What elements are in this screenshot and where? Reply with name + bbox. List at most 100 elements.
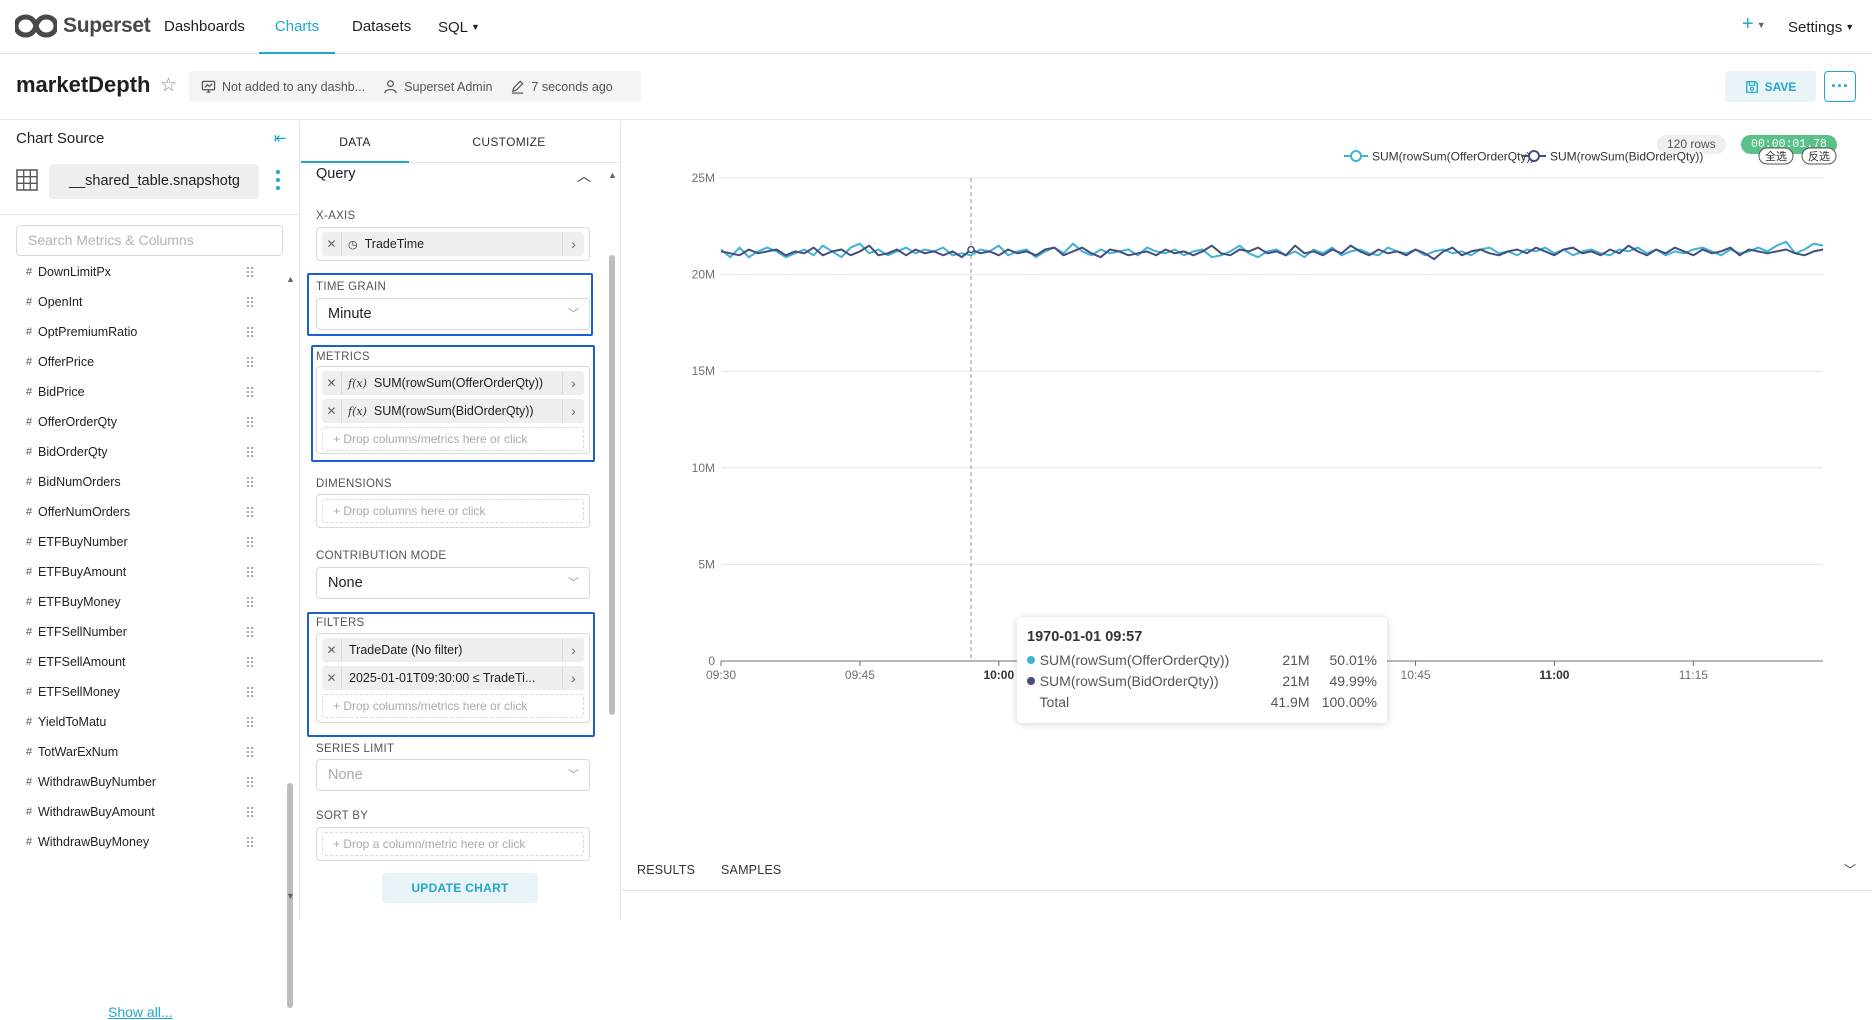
drag-handle-icon[interactable] bbox=[246, 806, 254, 818]
update-chart-button[interactable]: UPDATE CHART bbox=[382, 873, 538, 903]
drag-handle-icon[interactable] bbox=[246, 476, 254, 488]
remove-icon[interactable]: ✕ bbox=[322, 371, 342, 395]
column-item[interactable]: # BidPrice bbox=[16, 377, 266, 407]
scroll-up-icon[interactable]: ▲ bbox=[608, 170, 617, 180]
column-item[interactable]: # BidOrderQty bbox=[16, 437, 266, 467]
legend-marker[interactable] bbox=[1350, 150, 1362, 162]
query-section-title[interactable]: Query bbox=[316, 166, 356, 182]
chevron-right-icon[interactable]: › bbox=[562, 666, 584, 690]
nav-dashboards[interactable]: Dashboards bbox=[164, 18, 245, 35]
column-item[interactable]: # ETFBuyAmount bbox=[16, 557, 266, 587]
column-item[interactable]: # WithdrawBuyNumber bbox=[16, 767, 266, 797]
drag-handle-icon[interactable] bbox=[246, 386, 254, 398]
column-item[interactable]: # ETFBuyMoney bbox=[16, 587, 266, 617]
series-limit-select[interactable]: None ﹀ bbox=[316, 759, 590, 791]
series-line[interactable] bbox=[720, 244, 1824, 261]
remove-icon[interactable]: ✕ bbox=[322, 399, 342, 423]
contribution-mode-select[interactable]: None ﹀ bbox=[316, 567, 590, 599]
tab-samples[interactable]: SAMPLES bbox=[721, 863, 782, 877]
legend-select-all-button[interactable] bbox=[1758, 147, 1794, 165]
column-item[interactable]: # OpenInt bbox=[16, 287, 266, 317]
remove-icon[interactable]: ✕ bbox=[322, 232, 342, 256]
legend-label[interactable]: SUM(rowSum(BidOrderQty)) bbox=[1550, 150, 1703, 164]
drag-handle-icon[interactable] bbox=[246, 686, 254, 698]
legend-label[interactable]: SUM(rowSum(OfferOrderQty)) bbox=[1372, 150, 1534, 164]
favorite-star-icon[interactable]: ☆ bbox=[160, 75, 178, 96]
column-item[interactable]: # ETFSellMoney bbox=[16, 677, 266, 707]
column-item[interactable]: # ETFBuyNumber bbox=[16, 527, 266, 557]
tab-data[interactable]: DATA bbox=[301, 121, 409, 163]
drag-handle-icon[interactable] bbox=[246, 746, 254, 758]
column-item[interactable]: # BidNumOrders bbox=[16, 467, 266, 497]
drag-handle-icon[interactable] bbox=[246, 356, 254, 368]
modified-info[interactable]: 7 seconds ago bbox=[510, 79, 613, 94]
chevron-right-icon[interactable]: › bbox=[562, 232, 584, 256]
drag-handle-icon[interactable] bbox=[246, 716, 254, 728]
legend-marker[interactable] bbox=[1528, 150, 1540, 162]
dataset-name[interactable]: __shared_table.snapshotg bbox=[49, 164, 259, 199]
drag-handle-icon[interactable] bbox=[246, 536, 254, 548]
superset-logo[interactable]: Superset bbox=[15, 11, 151, 41]
drag-handle-icon[interactable] bbox=[246, 326, 254, 338]
chevron-right-icon[interactable]: › bbox=[562, 399, 584, 423]
series-line[interactable] bbox=[720, 240, 1824, 259]
search-metrics-columns-input[interactable]: Search Metrics & Columns bbox=[16, 225, 283, 256]
column-item[interactable]: # TotWarExNum bbox=[16, 737, 266, 767]
chevron-down-icon[interactable]: ﹀ bbox=[1844, 863, 1857, 877]
scroll-up-icon[interactable]: ▲ bbox=[286, 274, 295, 284]
time-grain-select[interactable]: Minute ﹀ bbox=[316, 298, 590, 330]
column-item[interactable]: # YieldToMatu bbox=[16, 707, 266, 737]
more-actions-button[interactable]: ··· bbox=[1824, 71, 1856, 102]
dashboards-info[interactable]: Not added to any dashb... bbox=[201, 79, 365, 94]
column-item[interactable]: # ETFSellNumber bbox=[16, 617, 266, 647]
drag-handle-icon[interactable] bbox=[246, 296, 254, 308]
drag-handle-icon[interactable] bbox=[246, 566, 254, 578]
drag-handle-icon[interactable] bbox=[246, 446, 254, 458]
remove-icon[interactable]: ✕ bbox=[322, 638, 342, 662]
column-item[interactable]: # OfferOrderQty bbox=[16, 407, 266, 437]
nav-charts[interactable]: Charts bbox=[259, 0, 335, 54]
chevron-right-icon[interactable]: › bbox=[562, 371, 584, 395]
legend-invert-button[interactable] bbox=[1801, 147, 1837, 165]
new-item-button[interactable]: + ▼ bbox=[1742, 13, 1766, 36]
chevron-right-icon[interactable]: › bbox=[562, 638, 584, 662]
column-item[interactable]: # WithdrawBuyAmount bbox=[16, 797, 266, 827]
drag-handle-icon[interactable] bbox=[246, 596, 254, 608]
metric-pill[interactable]: ✕ f(x) SUM(rowSum(BidOrderQty)) › bbox=[322, 399, 584, 423]
column-list-scrollbar[interactable]: ▲ ▼ bbox=[286, 274, 295, 1008]
nav-sql[interactable]: SQL ▼ bbox=[438, 0, 480, 54]
filters-dropzone[interactable]: + Drop columns/metrics here or click bbox=[322, 694, 584, 718]
chevron-up-icon[interactable]: ︿ bbox=[577, 168, 591, 184]
filter-pill[interactable]: ✕ TradeDate (No filter) › bbox=[322, 638, 584, 662]
line-chart[interactable]: 05M10M15M20M25M09:3009:4510:0010:1510:30… bbox=[622, 121, 1872, 851]
drag-handle-icon[interactable] bbox=[246, 416, 254, 428]
tab-customize[interactable]: CUSTOMIZE bbox=[472, 135, 546, 149]
filter-pill[interactable]: ✕ 2025-01-01T09:30:00 ≤ TradeTi... › bbox=[322, 666, 584, 690]
settings-menu[interactable]: Settings ▼ bbox=[1788, 0, 1854, 54]
scroll-down-icon[interactable]: ▼ bbox=[286, 891, 295, 901]
remove-icon[interactable]: ✕ bbox=[322, 666, 342, 690]
tab-results[interactable]: RESULTS bbox=[637, 863, 696, 877]
drag-handle-icon[interactable] bbox=[246, 626, 254, 638]
column-item[interactable]: # OptPremiumRatio bbox=[16, 317, 266, 347]
metric-pill[interactable]: ✕ f(x) SUM(rowSum(OfferOrderQty)) › bbox=[322, 371, 584, 395]
metrics-dropzone[interactable]: + Drop columns/metrics here or click bbox=[322, 427, 584, 451]
control-panel-scrollbar[interactable]: ▲ bbox=[607, 170, 617, 870]
drag-handle-icon[interactable] bbox=[246, 776, 254, 788]
chart-title[interactable]: marketDepth bbox=[16, 72, 151, 97]
scroll-thumb[interactable] bbox=[287, 783, 293, 1008]
column-item[interactable]: # WithdrawBuyMoney bbox=[16, 827, 266, 857]
dataset-menu-icon[interactable] bbox=[273, 168, 283, 194]
drag-handle-icon[interactable] bbox=[246, 656, 254, 668]
dimensions-dropzone[interactable]: + Drop columns here or click bbox=[322, 499, 584, 523]
column-item[interactable]: # ETFSellAmount bbox=[16, 647, 266, 677]
collapse-panel-icon[interactable]: ⇤ bbox=[274, 130, 287, 147]
scroll-thumb[interactable] bbox=[609, 255, 615, 715]
column-item[interactable]: # OfferPrice bbox=[16, 347, 266, 377]
nav-datasets[interactable]: Datasets bbox=[352, 18, 412, 35]
column-item[interactable]: # OfferNumOrders bbox=[16, 497, 266, 527]
show-all-link[interactable]: Show all... bbox=[108, 1004, 173, 1020]
drag-handle-icon[interactable] bbox=[246, 506, 254, 518]
drag-handle-icon[interactable] bbox=[246, 836, 254, 848]
column-item[interactable]: # DownLimitPx bbox=[16, 257, 266, 287]
